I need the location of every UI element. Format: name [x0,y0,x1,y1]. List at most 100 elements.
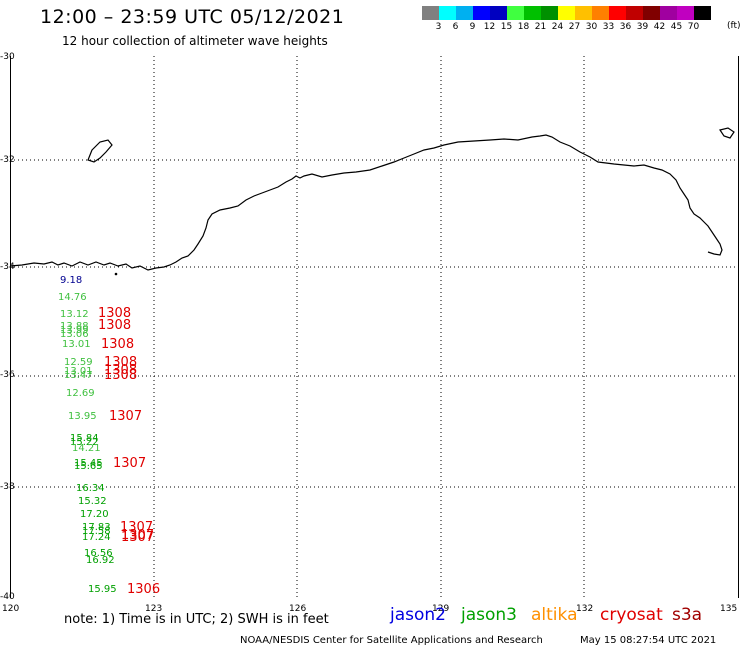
pass-time-label: 1308 [104,368,138,383]
color-scale-labels: 3 6 9 12 15 18 21 24 27 30 33 36 39 42 45 70 [422,22,702,32]
timestamp: May 15 08:27:54 UTC 2021 [580,635,717,646]
lon-tick-132: 132 [576,604,594,614]
wave-height-label: 15.45 [74,458,103,469]
color-swatch [507,6,524,20]
lon-tick-129: 129 [432,604,450,614]
lon-tick-123: 123 [145,604,163,614]
legend-jason2: jason2 [390,605,446,625]
legend-altika: altika [531,605,578,625]
color-scale-label: 15 [500,22,513,32]
color-scale-label: 18 [517,22,530,32]
color-scale-label: 45 [670,22,683,32]
color-scale-label: 21 [534,22,547,32]
legend-jason3: jason3 [461,605,517,625]
color-scale-label: 24 [551,22,564,32]
wave-height-label: 17.83 [82,522,111,533]
color-swatch [677,6,694,20]
wave-height-label: 12.69 [66,388,95,399]
title: 12:00 – 23:59 UTC 05/12/2021 [40,6,345,28]
color-swatch [626,6,643,20]
lat-tick-38: -38 [0,482,15,492]
wave-height-label: 17.58 [82,526,111,537]
island-eastern [719,127,735,139]
color-swatch [456,6,473,20]
color-swatch [524,6,541,20]
color-scale-label: 12 [483,22,496,32]
color-swatch [660,6,677,20]
pass-time-label: 1308 [101,337,135,352]
wave-height-label: 15.84 [70,433,99,444]
coastline [9,134,723,271]
color-scale-label: 70 [687,22,700,32]
pass-time-label: 1308 [98,306,132,321]
wave-height-label: 13.99 [60,325,89,336]
color-scale-unit: (ft) [727,21,740,31]
lat-tick-30: -30 [0,52,15,62]
color-scale-label: 42 [653,22,666,32]
color-swatch [422,6,439,20]
pass-time-label: 1307 [113,456,147,471]
color-scale-label: 39 [636,22,649,32]
pass-time-label: 1308 [104,363,138,378]
islet [114,272,118,276]
pass-time-label: 1307 [120,520,154,535]
wave-height-label: 12.59 [64,357,93,368]
wave-height-label: 14.21 [72,443,101,454]
color-swatch [558,6,575,20]
wave-height-label: 15.65 [74,461,103,472]
wave-height-label: 16.56 [84,548,113,559]
color-scale-label: 33 [602,22,615,32]
wave-height-label: 17.20 [80,509,109,520]
lon-tick-120: 120 [2,604,20,614]
color-scale-label: 9 [469,22,476,32]
wave-height-label: 13.95 [68,411,97,422]
color-swatch [541,6,558,20]
lat-tick-36: -36 [0,370,15,380]
subtitle: 12 hour collection of altimeter wave hei… [62,34,328,48]
wave-height-label: 13.01 [62,339,91,350]
pass-time-label: 1308 [98,318,132,333]
pass-time-label: 1307 [121,528,155,543]
wave-height-label: 15.95 [88,584,117,595]
color-scale-label: 36 [619,22,632,32]
island-recherche [87,139,113,163]
color-swatch [643,6,660,20]
lat-tick-40: -40 [0,592,15,602]
color-swatch [473,6,490,20]
wave-height-label: 13.01 [64,366,93,377]
wave-height-label: 13.12 [60,309,89,320]
legend-s3a: s3a [672,605,703,625]
color-scale-label: 3 [435,22,442,32]
lat-tick-34: -34 [0,262,15,272]
credit: NOAA/NESDIS Center for Satellite Applica… [240,635,543,646]
color-swatch [592,6,609,20]
wave-height-label: 16.34 [76,483,105,494]
wave-height-label: 14.76 [58,292,87,303]
color-swatch [439,6,456,20]
color-scale [422,6,711,20]
color-swatch [609,6,626,20]
color-scale-label: 27 [568,22,581,32]
pass-time-label: 1308 [104,355,138,370]
map-frame [10,56,739,598]
pass-time-label: 1306 [127,582,161,597]
wave-height-label: 13.47 [64,370,93,381]
wave-height-label: 15.22 [70,437,99,448]
color-swatch [575,6,592,20]
color-swatch [490,6,507,20]
lat-tick-32: -32 [0,155,15,165]
wave-height-label: 9.18 [60,275,83,286]
wave-height-label: 13.88 [60,321,89,332]
legend-cryosat: cryosat [600,605,663,625]
lon-tick-126: 126 [289,604,307,614]
pass-time-label: 1307 [121,530,155,545]
footnote: note: 1) Time is in UTC; 2) SWH is in fe… [64,612,329,627]
wave-height-label: 15.32 [78,496,107,507]
color-scale-label: 6 [452,22,459,32]
wave-height-label: 13.06 [60,329,89,340]
color-swatch [694,6,711,20]
lon-tick-135: 135 [720,604,738,614]
wave-height-label: 16.92 [86,555,115,566]
color-scale-label: 30 [585,22,598,32]
